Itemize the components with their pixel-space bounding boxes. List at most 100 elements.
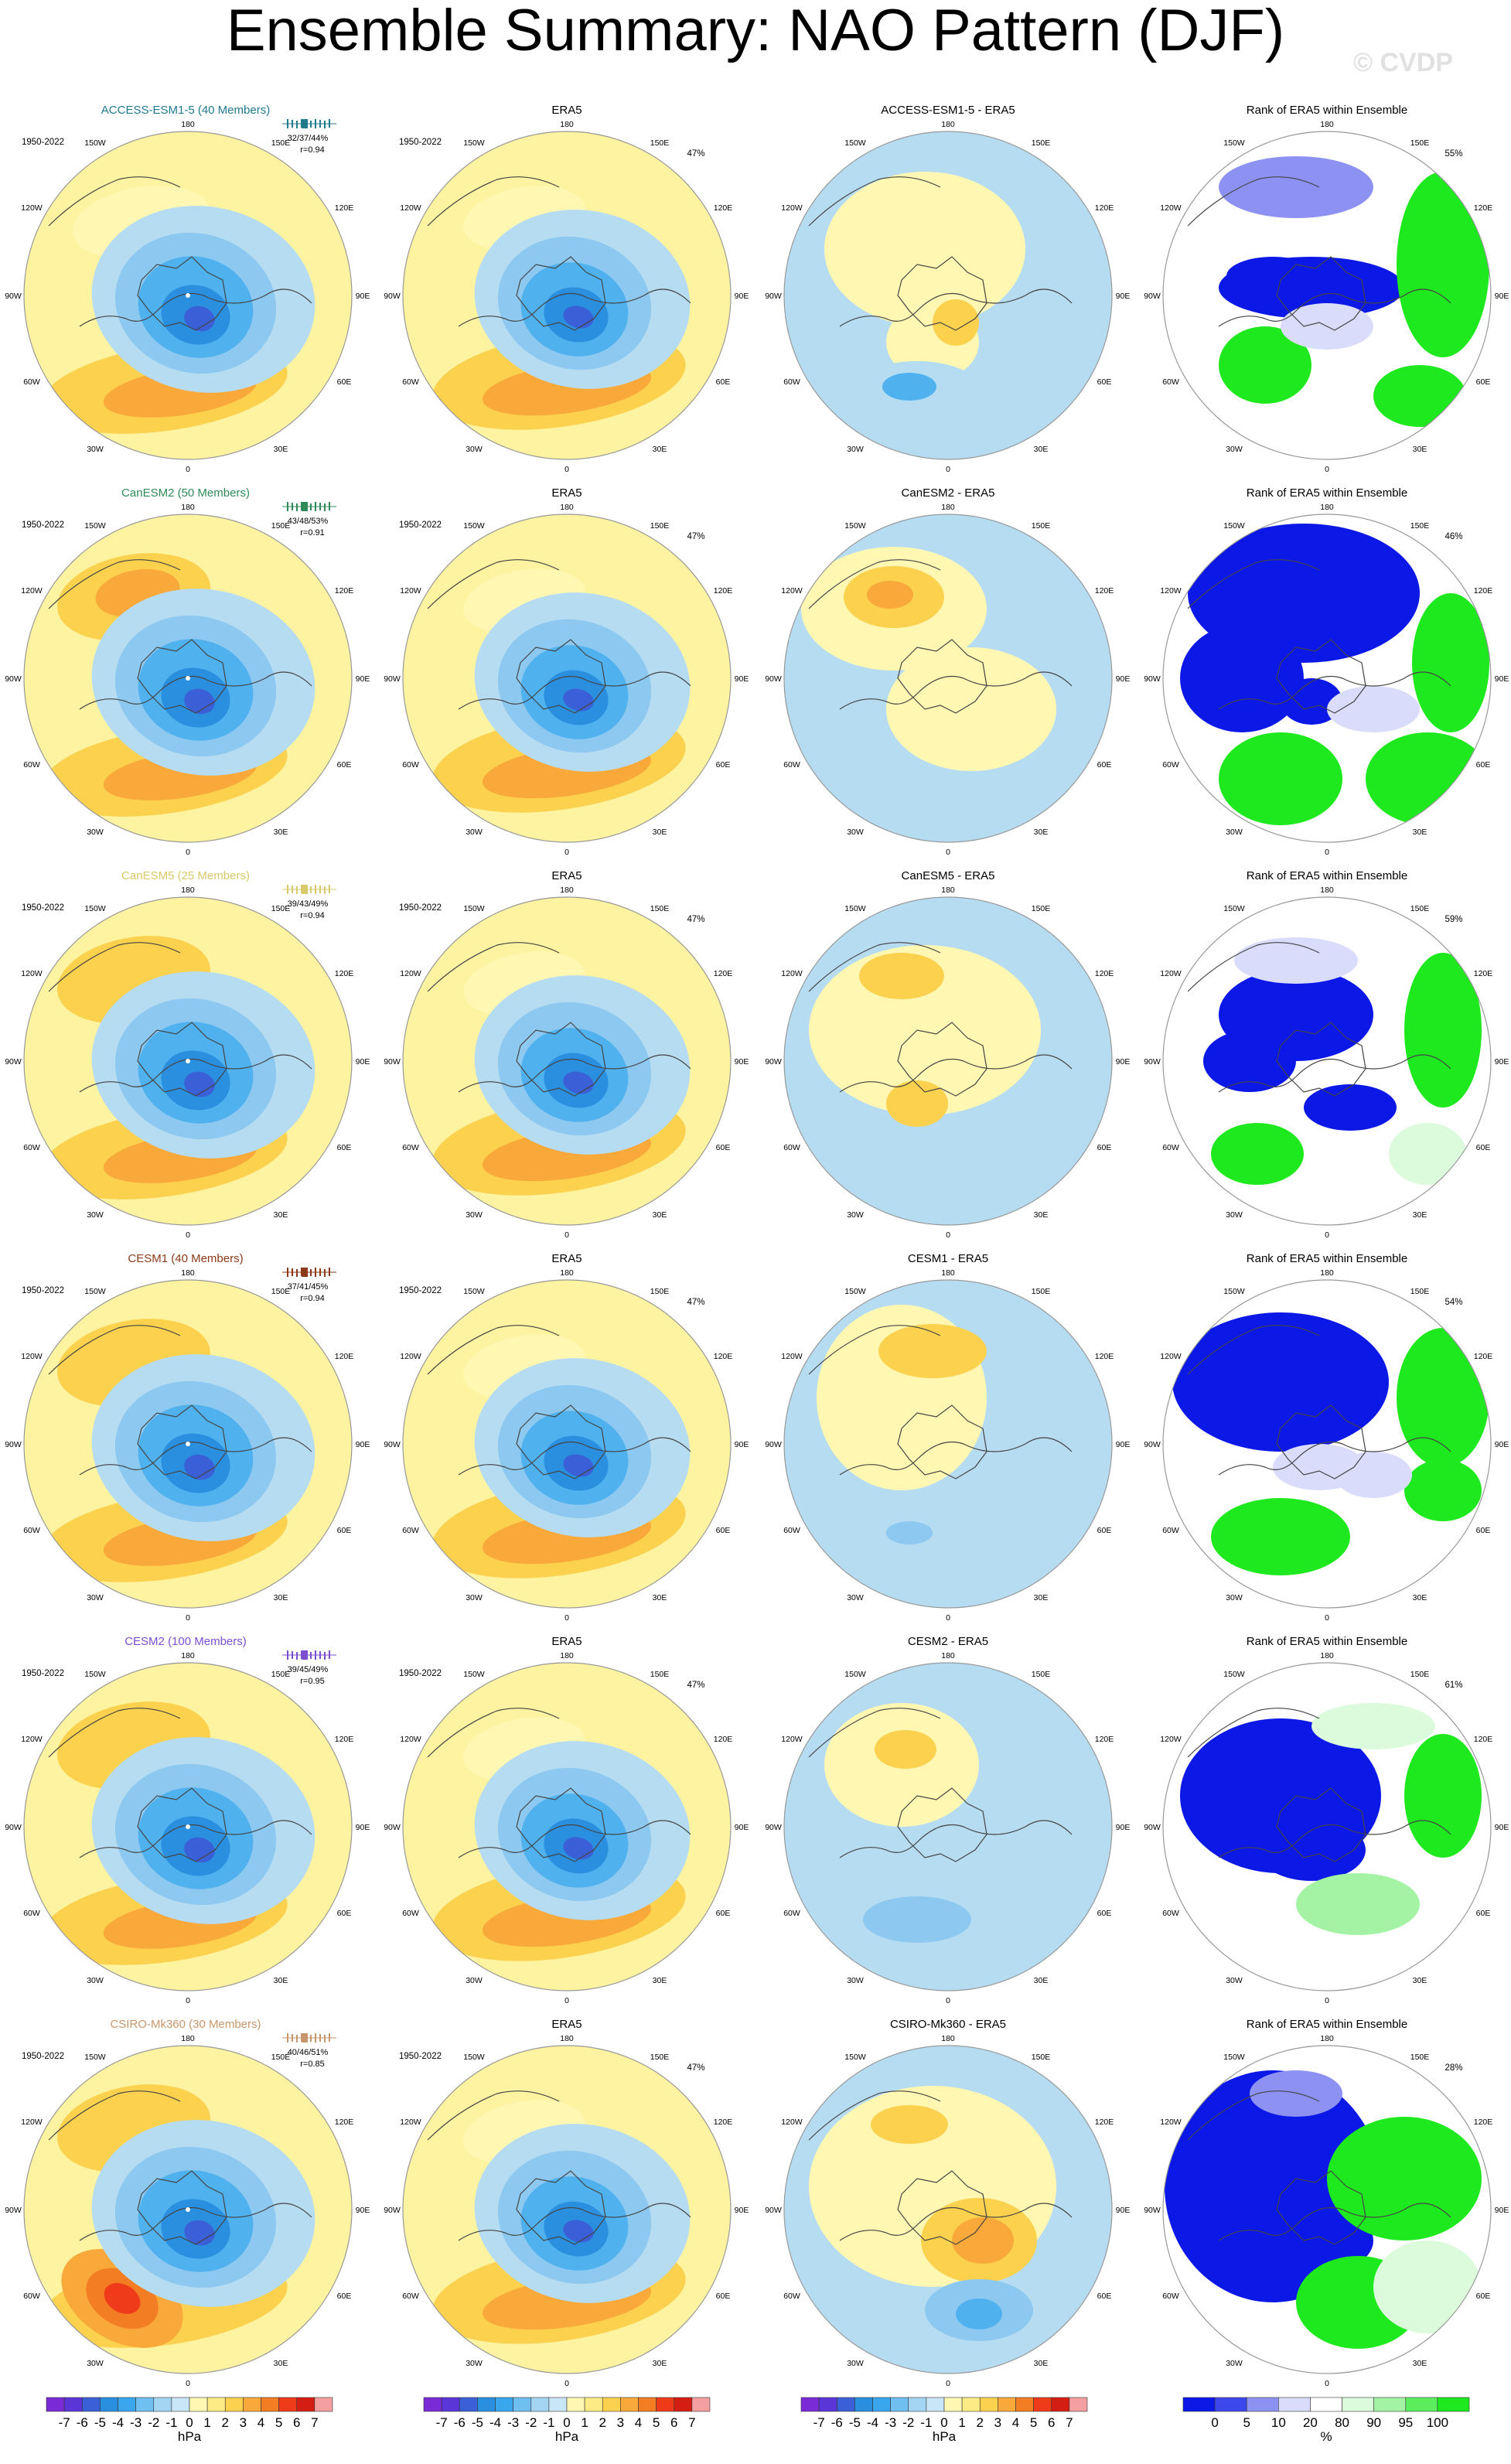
rank-pct: 59% — [1444, 915, 1462, 924]
map-fill — [403, 2046, 731, 2374]
lon-label-right-high: 120E — [1474, 2118, 1493, 2127]
lon-label-lower-left: 30W — [1226, 1210, 1243, 1220]
lon-label-top: 180 — [1320, 1268, 1334, 1278]
lon-label-lower-left: 30W — [87, 1593, 104, 1602]
colorbar-tick-label: -4 — [489, 2415, 501, 2430]
colorbar-swatch — [584, 2397, 603, 2412]
lon-label-right-mid: 90E — [1495, 1823, 1509, 1832]
lon-label-right-low: 60E — [337, 2292, 352, 2301]
lon-label-bottom: 0 — [1325, 1996, 1329, 2005]
lon-label-left-mid: 90W — [384, 1440, 401, 1449]
years-label: 1950-2022 — [399, 903, 442, 913]
lon-label-upper-left: 150W — [463, 138, 485, 148]
lon-label-top: 180 — [1320, 2034, 1334, 2043]
lon-label-upper-right: 150E — [1032, 521, 1051, 531]
colorbar-swatch — [800, 2397, 820, 2412]
lon-label-right-low: 60E — [1476, 377, 1491, 387]
lon-label-left-low: 60W — [783, 2292, 800, 2301]
colorbar-swatch — [1182, 2397, 1216, 2412]
colorbar-tick-label: -4 — [112, 2415, 124, 2430]
lon-label-left-low: 60W — [23, 2292, 40, 2301]
lon-label-upper-right: 150E — [1032, 904, 1051, 913]
map-boundary — [783, 514, 1113, 843]
colorbar-swatch — [495, 2397, 513, 2412]
lon-label-lower-left: 30W — [466, 1976, 483, 1985]
map-panel-diff-5: 180 0 150W 150E 120W 120E 90W 90E 60W 60E 30W 30E — [765, 1651, 1130, 2005]
lon-label-right-mid: 90E — [356, 1440, 370, 1449]
lon-label-upper-right: 150E — [271, 1670, 291, 1679]
lon-label-lower-left: 30W — [1226, 1593, 1243, 1602]
lon-label-left-mid: 90W — [765, 292, 782, 301]
model-stats: 32/37/44% — [288, 134, 329, 143]
lon-label-right-low: 60E — [1097, 760, 1112, 770]
obs-variance-pct: 47% — [687, 2063, 704, 2073]
colorbar-tick-label: -5 — [472, 2415, 483, 2430]
lon-label-left-low: 60W — [1162, 1143, 1179, 1152]
lon-label-left-mid: 90W — [1144, 1823, 1161, 1832]
lon-label-right-high: 120E — [1095, 1735, 1114, 1744]
colorbar-tick-label: 5 — [653, 2415, 660, 2430]
lon-label-right-high: 120E — [1474, 586, 1493, 596]
lon-label-upper-left: 150W — [463, 521, 485, 531]
colorbar-tick-label: 1 — [203, 2415, 210, 2430]
lon-label-upper-left: 150W — [84, 1670, 106, 1679]
lon-label-left-mid: 90W — [1144, 2206, 1161, 2215]
map-boundary — [783, 896, 1113, 1226]
lon-label-right-low: 60E — [1097, 1909, 1112, 1918]
lon-label-left-high: 120W — [400, 1352, 421, 1361]
lon-label-left-low: 60W — [1162, 1909, 1179, 1918]
lon-label-left-high: 120W — [781, 203, 803, 213]
lon-label-top: 180 — [181, 1651, 195, 1660]
map-panel-model-3: 180 0 150W 150E 120W 120E 90W 90E 60W 60E 30W 30E — [5, 886, 370, 1240]
lon-label-upper-left: 150W — [1223, 138, 1245, 148]
watermark: © CVDP — [1353, 48, 1453, 77]
lon-label-right-mid: 90E — [356, 292, 370, 301]
years-label: 1950-2022 — [399, 2052, 442, 2061]
map-boundary — [402, 1279, 732, 1609]
pole-marker — [186, 1059, 190, 1063]
lon-label-left-high: 120W — [1160, 1352, 1182, 1361]
lon-label-right-mid: 90E — [1116, 1440, 1131, 1449]
colorbar-swatch — [63, 2397, 83, 2412]
lon-label-bottom: 0 — [564, 848, 569, 857]
colorbar-tick-label: -7 — [813, 2415, 825, 2430]
colorbar-tick-label: -1 — [920, 2415, 932, 2430]
colorbar-swatch — [656, 2397, 675, 2412]
model-title: CESM2 (100 Members) — [124, 1635, 247, 1648]
lon-label-left-low: 60W — [1162, 2292, 1179, 2301]
colorbar-tick-label: -4 — [867, 2415, 878, 2430]
lon-label-right-low: 60E — [337, 760, 352, 770]
lon-label-lower-right: 30E — [1413, 2359, 1427, 2368]
lon-label-lower-left: 30W — [1226, 445, 1243, 454]
model-stats: 40/46/51% — [288, 2048, 329, 2057]
lon-label-upper-right: 150E — [1410, 1670, 1430, 1679]
ensemble-spread-glyph — [282, 885, 336, 894]
lon-label-top: 180 — [941, 1651, 955, 1660]
colorbar-tick-label: -5 — [94, 2415, 106, 2430]
lon-label-upper-left: 150W — [84, 1287, 106, 1296]
rank-pct: 54% — [1444, 1298, 1462, 1307]
map-fill — [1163, 2046, 1491, 2374]
colorbar-swatch — [81, 2397, 101, 2412]
rank-title: Rank of ERA5 within Ensemble — [1247, 486, 1407, 500]
colorbar-swatch — [171, 2397, 190, 2412]
lon-label-lower-right: 30E — [1034, 2359, 1049, 2368]
map-boundary — [1162, 896, 1492, 1226]
lon-label-bottom: 0 — [186, 848, 190, 857]
years-label: 1950-2022 — [399, 1669, 442, 1678]
lon-label-left-low: 60W — [783, 1143, 800, 1152]
colorbar-swatch — [818, 2397, 837, 2412]
obs-title: ERA5 — [551, 1635, 582, 1648]
lon-label-left-high: 120W — [21, 1352, 43, 1361]
years-label: 1950-2022 — [22, 520, 64, 530]
pattern-correlation: r=0.91 — [300, 528, 325, 538]
lon-label-lower-left: 30W — [847, 828, 864, 837]
lon-label-right-high: 120E — [1474, 1735, 1493, 1744]
colorbar-swatch — [423, 2397, 442, 2412]
model-title: CanESM5 (25 Members) — [121, 869, 250, 882]
lon-label-left-mid: 90W — [384, 674, 401, 684]
map-fill — [1163, 1280, 1491, 1608]
lon-label-right-mid: 90E — [735, 1823, 749, 1832]
lon-label-lower-right: 30E — [274, 445, 288, 454]
